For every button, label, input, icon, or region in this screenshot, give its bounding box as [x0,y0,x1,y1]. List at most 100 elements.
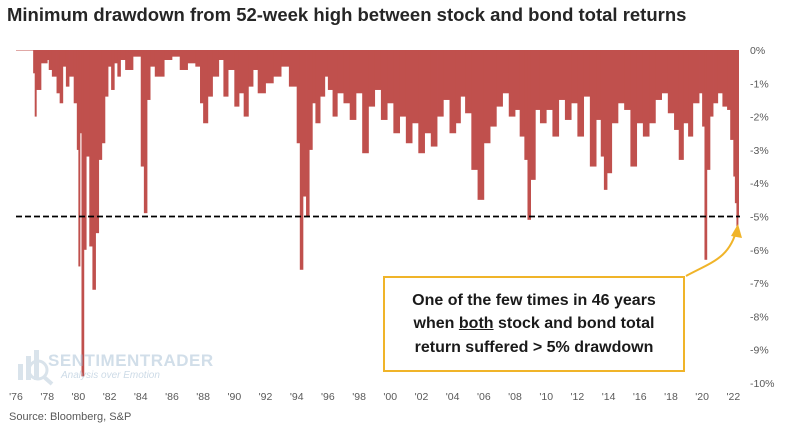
x-tick-label: '06 [477,391,491,403]
drawdown-bar [667,50,675,114]
drawdown-bar [596,50,602,120]
drawdown-bar [207,50,213,97]
drawdown-bar [78,50,81,267]
drawdown-bar [688,50,694,137]
drawdown-bar [248,50,254,87]
drawdown-bar [332,50,338,117]
drawdown-bar [455,50,461,124]
drawdown-bar [51,50,57,77]
drawdown-bar [546,50,553,110]
x-tick-label: '78 [40,391,54,403]
y-tick-label: -8% [750,311,769,323]
x-tick-label: '16 [633,391,647,403]
callout-line-1: One of the few times in 46 years [412,292,656,310]
drawdown-bar [81,50,85,377]
drawdown-bar [661,50,669,94]
drawdown-bar [524,50,528,160]
drawdown-bar [253,50,259,70]
x-tick-label: '98 [352,391,366,403]
y-tick-label: -9% [750,345,769,357]
drawdown-bar [704,50,708,260]
x-tick-label: '92 [259,391,273,403]
watermark-tagline: Analysis over Emotion [61,370,160,381]
drawdown-bar [309,50,313,150]
drawdown-bar [727,50,731,110]
y-tick-label: -4% [750,178,769,190]
x-tick-label: '14 [602,391,616,403]
drawdown-bar [589,50,597,167]
drawdown-bar [337,50,344,94]
drawdown-bar [146,50,151,100]
drawdown-bar [393,50,401,134]
drawdown-bar [108,50,112,67]
drawdown-bar [577,50,585,137]
drawdown-series-group [16,50,739,377]
drawdown-bar [483,50,491,144]
drawdown-bar [95,50,100,234]
callout-emphasis: both [458,315,494,333]
x-tick-label: '08 [508,391,522,403]
drawdown-bar [299,50,304,270]
drawdown-bar [47,50,50,60]
x-tick-label: '90 [227,391,241,403]
drawdown-bar [114,50,118,64]
drawdown-bar [519,50,525,137]
drawdown-bar [101,50,106,144]
x-tick-label: '12 [571,391,585,403]
drawdown-bar [243,50,249,117]
x-tick-label: '20 [695,391,709,403]
drawdown-bar [368,50,376,107]
drawdown-bar [132,50,142,57]
drawdown-bar [733,50,736,177]
drawdown-bar [238,50,245,94]
drawdown-bar [33,50,36,74]
drawdown-bar [465,50,472,114]
annotation-callout: One of the few times in 46 years when bo… [383,276,685,372]
y-tick-label: -2% [750,112,769,124]
x-tick-label: '86 [165,391,179,403]
drawdown-bar [59,50,64,104]
drawdown-bar [320,50,326,97]
drawdown-bar [69,50,75,77]
drawdown-bar [709,50,714,117]
drawdown-bar [98,50,103,160]
drawdown-bar [154,50,165,77]
x-tick-label: '76 [9,391,23,403]
drawdown-bar [16,50,31,51]
drawdown-bar [187,50,196,64]
callout-arrowhead [731,224,742,238]
y-tick-label: 0% [750,45,765,57]
drawdown-bar [140,50,145,167]
x-tick-label: '96 [321,391,335,403]
drawdown-bar [460,50,466,97]
drawdown-bar [228,50,235,70]
x-axis: '76 '78 '80 '82 '84 '86 '88 '90 '92 '94 '96 '98 '00 '… [9,391,740,403]
callout-line-2: when both stock and bond total [412,312,656,335]
drawdown-bar [380,50,388,120]
drawdown-bar [702,50,705,127]
drawdown-bar [636,50,644,124]
drawdown-bar [552,50,560,137]
drawdown-bar [706,50,711,170]
drawdown-bar [302,50,307,197]
drawdown-bar [683,50,689,124]
drawdown-bar [734,50,737,204]
drawdown-bar [617,50,625,104]
drawdown-bar [418,50,425,154]
drawdown-bar [477,50,485,200]
drawdown-bar [79,50,82,134]
y-tick-label: -3% [750,145,769,157]
sentimentrader-logo-icon [18,350,54,386]
callout-arrow [685,227,738,277]
drawdown-bar [48,50,53,70]
drawdown-bar [490,50,497,127]
drawdown-bar [234,50,240,107]
y-tick-label: -5% [750,212,769,224]
x-tick-label: '94 [290,391,304,403]
drawdown-bar [89,50,93,247]
callout-line-2-start: when [413,315,459,333]
drawdown-bar [355,50,363,94]
drawdown-bar [437,50,444,117]
x-tick-label: '80 [72,391,86,403]
